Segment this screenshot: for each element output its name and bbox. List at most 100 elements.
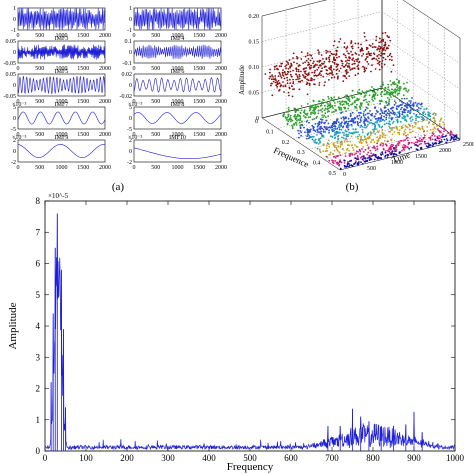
scatter-point (330, 70, 333, 72)
scatter-point (332, 107, 334, 109)
scatter-point (324, 107, 327, 110)
scatter-grid-line (381, 11, 461, 64)
y-axis-label: Amplitude (7, 302, 19, 349)
scatter-point (331, 111, 333, 113)
scatter-point (312, 106, 315, 109)
scatter-point (324, 121, 326, 124)
scatter-point (351, 63, 354, 66)
scatter-point (286, 76, 288, 79)
scatter-point (384, 58, 387, 61)
scatter-point (426, 119, 428, 121)
scatter-point (298, 73, 301, 76)
imf-ytick-label: 0 (13, 116, 16, 122)
imf-ytick-label: 1 (129, 6, 132, 12)
scatter-point (319, 70, 322, 73)
scatter-point (362, 139, 364, 142)
scatter-point (403, 144, 405, 146)
scatter-point (417, 120, 420, 123)
scatter-point (299, 126, 302, 129)
scatter-point (310, 105, 313, 107)
scatter-point (398, 110, 401, 113)
scatter-point (292, 81, 295, 83)
scatter-point (376, 139, 379, 142)
scatter-point (295, 55, 298, 58)
scatter-point (381, 66, 383, 69)
scatter-point (312, 109, 314, 112)
scatter-point (339, 145, 342, 148)
scatter-point (365, 159, 368, 162)
scatter-point (404, 128, 407, 131)
scatter-point (355, 152, 357, 155)
scatter-point (347, 107, 350, 110)
scatter-point (338, 70, 341, 72)
scatter-point (412, 103, 415, 106)
scatter-point (381, 151, 384, 154)
scatter-point (339, 160, 341, 163)
scatter-point (338, 123, 341, 126)
scatter-point (270, 84, 272, 87)
scatter-point (314, 104, 317, 106)
imf-ytick-label: -2 (11, 160, 16, 166)
scatter-point (363, 92, 366, 95)
scatter-point (298, 121, 301, 124)
y-tick-label: 2 (36, 384, 41, 394)
scatter-point (325, 147, 328, 150)
scatter-point (421, 125, 424, 128)
amp-tick-label: 0 (256, 116, 259, 122)
scatter-point (382, 148, 385, 151)
scatter-point (405, 106, 408, 109)
scatter-point (367, 51, 370, 53)
scatter-point (339, 67, 342, 70)
scatter-point (347, 120, 350, 123)
scatter-point (339, 103, 342, 106)
imf-xtick-label: 500 (35, 132, 44, 138)
scatter-point (407, 141, 410, 144)
scatter-point (295, 73, 297, 76)
scatter-point (390, 153, 392, 156)
scatter-point (378, 48, 380, 51)
scatter-point (273, 68, 276, 71)
scatter-series (297, 97, 423, 141)
scatter-point (369, 149, 372, 152)
scatter-point (334, 121, 337, 124)
scatter-point (365, 138, 368, 141)
scatter-point (435, 142, 438, 145)
scatter-point (437, 128, 439, 130)
scatter-point (398, 141, 401, 144)
scatter-point (382, 48, 385, 51)
scatter-point (416, 103, 419, 105)
scatter-point (420, 138, 423, 141)
scatter-point (388, 98, 391, 101)
scatter-point (306, 81, 309, 84)
scatter-point (345, 103, 348, 105)
scatter-point (295, 124, 298, 126)
scatter-point (357, 117, 360, 120)
scatter-point (336, 140, 339, 143)
scatter-point (333, 155, 336, 158)
scatter-point (387, 88, 389, 91)
scatter-point (329, 106, 332, 108)
scatter-point (399, 139, 402, 142)
scatter-point (380, 114, 383, 117)
scatter-point (380, 110, 383, 112)
scatter-point (358, 60, 361, 63)
scatter-point (391, 94, 394, 96)
imf-ytick-label: 2 (129, 138, 132, 144)
imf-title: IMF9 (55, 135, 69, 141)
scatter-point (392, 120, 395, 123)
scatter-point (417, 116, 419, 118)
scatter-point (344, 129, 347, 132)
y-tick-label: 3 (36, 352, 41, 362)
scatter-point (361, 102, 363, 105)
scatter-point (317, 100, 320, 103)
scatter-point (361, 163, 364, 165)
scatter-point (410, 131, 412, 134)
scatter-point (373, 141, 376, 144)
scatter-point (313, 118, 316, 120)
scatter-point (386, 93, 388, 95)
scatter-point (361, 131, 364, 134)
scatter-point (372, 138, 375, 141)
scatter-point (355, 58, 358, 61)
scatter-point (433, 135, 436, 137)
